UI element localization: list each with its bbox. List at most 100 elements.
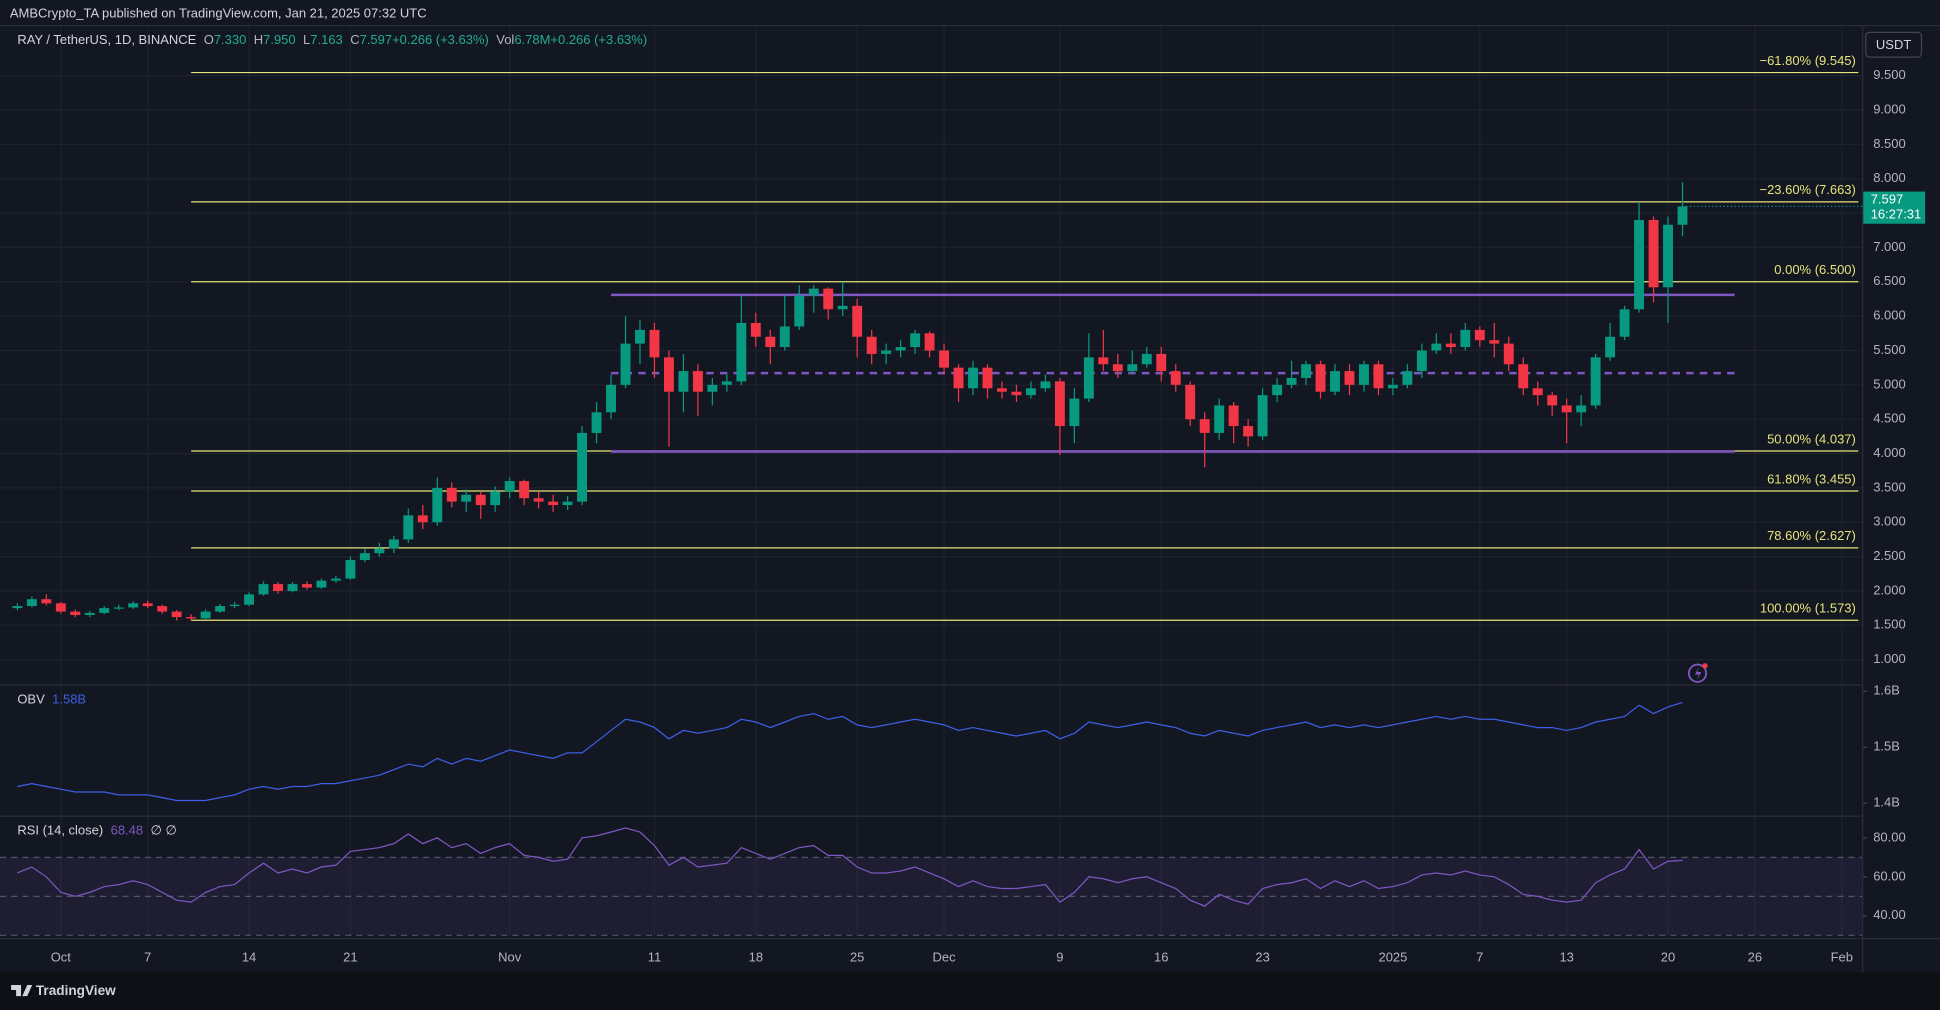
candle-body (330, 578, 341, 581)
candle-body (70, 611, 81, 616)
candle-body (171, 611, 182, 618)
candle-body (1619, 309, 1630, 337)
candle-body (779, 326, 790, 348)
candle-body (1257, 395, 1268, 437)
y-tick-label: 2.000 (1873, 582, 1906, 597)
y-tick-label: 8.000 (1873, 170, 1906, 185)
indicator-value: 1.58B (52, 692, 86, 707)
candle-body (1402, 371, 1413, 385)
candle-body (1547, 395, 1558, 406)
candle-body (359, 553, 370, 561)
legend: RAY / TetherUS, 1D, BINANCE O7.330 H7.950 L… (17, 32, 647, 47)
countdown: 16:27:31 (1871, 207, 1922, 222)
y-tick-label: 80.00 (1873, 829, 1906, 844)
fib-label: 61.80% (3.455) (1767, 471, 1856, 486)
candle-body (157, 606, 168, 612)
candle-body (1503, 343, 1514, 365)
candle-body (12, 606, 23, 609)
legend-value: 7.597 (360, 32, 393, 47)
candle-body (1532, 388, 1543, 396)
candle-body (504, 481, 515, 492)
x-tick-label: 20 (1661, 949, 1675, 964)
candle-body (1359, 364, 1369, 385)
x-tick-label: Dec (933, 949, 957, 964)
candle-body (1228, 405, 1239, 427)
candle-body (99, 608, 110, 613)
candle-body (229, 604, 240, 607)
candle-body (1286, 377, 1297, 385)
x-tick-label: 9 (1056, 949, 1063, 964)
candle-body (750, 323, 761, 337)
candle-body (910, 333, 921, 348)
legend-key: Vol (496, 32, 514, 47)
footer-logo[interactable]: TradingView (11, 983, 116, 998)
candle-body (388, 539, 399, 549)
candle-body (84, 612, 95, 616)
candle-body (302, 584, 312, 588)
candle-body (968, 367, 978, 389)
candle-body (1243, 426, 1254, 437)
candle-body (591, 412, 602, 433)
fib-label: 0.00% (6.500) (1774, 262, 1856, 277)
candle-body (1141, 353, 1152, 365)
fib-label: 50.00% (4.037) (1767, 431, 1856, 446)
y-tick-label: 7.000 (1873, 239, 1906, 254)
footer-brand[interactable]: TradingView (36, 983, 116, 998)
indicator-line (17, 827, 1683, 907)
fib-label: 100.00% (1.573) (1760, 601, 1856, 616)
candle-body (403, 515, 414, 540)
candle-body (548, 501, 559, 506)
legend-value: 7.950 (263, 32, 296, 47)
alert-icon[interactable] (1687, 663, 1708, 683)
x-tick-label: 7 (1476, 949, 1483, 964)
legend-value: +0.266 (+3.63%) (550, 32, 647, 47)
legend-value: 7.330 (214, 32, 247, 47)
candle-body (519, 481, 530, 499)
candle-body (273, 584, 283, 591)
y-tick-label: 40.00 (1873, 907, 1906, 922)
logo-mark[interactable] (11, 985, 33, 997)
y-tick-label: 3.500 (1873, 479, 1906, 494)
y-tick-label: 3.000 (1873, 514, 1906, 529)
candle-body (649, 329, 660, 358)
candle-body (678, 371, 689, 392)
indicator-legend: OBV 1.58B (17, 692, 86, 707)
y-tick-label: 1.5B (1873, 739, 1900, 754)
candle-body (316, 580, 327, 588)
candle-body (1272, 384, 1283, 396)
candle-body (55, 603, 66, 612)
candle-body (1011, 391, 1022, 396)
legend-key: H (254, 32, 263, 47)
y-tick-label: 1.6B (1873, 683, 1900, 698)
candle-body (287, 584, 298, 591)
indicator-extra: ∅ ∅ (151, 823, 177, 838)
alert-bolt[interactable] (1695, 667, 1702, 680)
last-price-tag (1863, 191, 1926, 224)
y-tick-label: 6.500 (1873, 273, 1906, 288)
indicator-name: RSI (14, close) (17, 823, 103, 838)
candle-body (1576, 405, 1587, 413)
candle-body (635, 329, 645, 344)
y-tick-label: 60.00 (1873, 868, 1906, 883)
candle-body (1518, 364, 1529, 389)
candle-body (837, 305, 848, 310)
candle-body (432, 487, 443, 523)
y-tick-label: 2.500 (1873, 548, 1906, 563)
candle-body (1416, 350, 1427, 372)
x-tick-label: Feb (1831, 949, 1853, 964)
alert-circle[interactable] (1687, 663, 1708, 683)
alert-dot (1702, 663, 1708, 669)
candle-body (215, 606, 226, 612)
currency[interactable]: USDT (1876, 37, 1911, 52)
currency-box[interactable] (1865, 31, 1923, 58)
candle-body (606, 384, 616, 413)
candle-body (866, 336, 877, 354)
candle-body (128, 603, 139, 608)
fib-label: 78.60% (2.627) (1767, 528, 1856, 543)
candle-body (1185, 384, 1196, 420)
legend-value: 7.163 (310, 32, 343, 47)
candle-body (186, 617, 197, 619)
candle-body (417, 515, 428, 523)
